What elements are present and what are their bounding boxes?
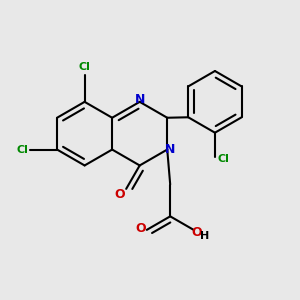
Text: O: O <box>192 226 202 239</box>
Text: Cl: Cl <box>17 145 28 154</box>
Text: O: O <box>114 188 125 201</box>
Text: Cl: Cl <box>79 62 91 72</box>
Text: N: N <box>134 93 145 106</box>
Text: N: N <box>164 143 175 156</box>
Text: Cl: Cl <box>217 154 229 164</box>
Text: O: O <box>135 222 146 235</box>
Text: H: H <box>200 231 209 242</box>
